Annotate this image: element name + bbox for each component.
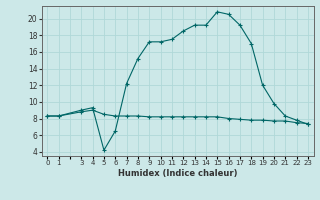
X-axis label: Humidex (Indice chaleur): Humidex (Indice chaleur) — [118, 169, 237, 178]
